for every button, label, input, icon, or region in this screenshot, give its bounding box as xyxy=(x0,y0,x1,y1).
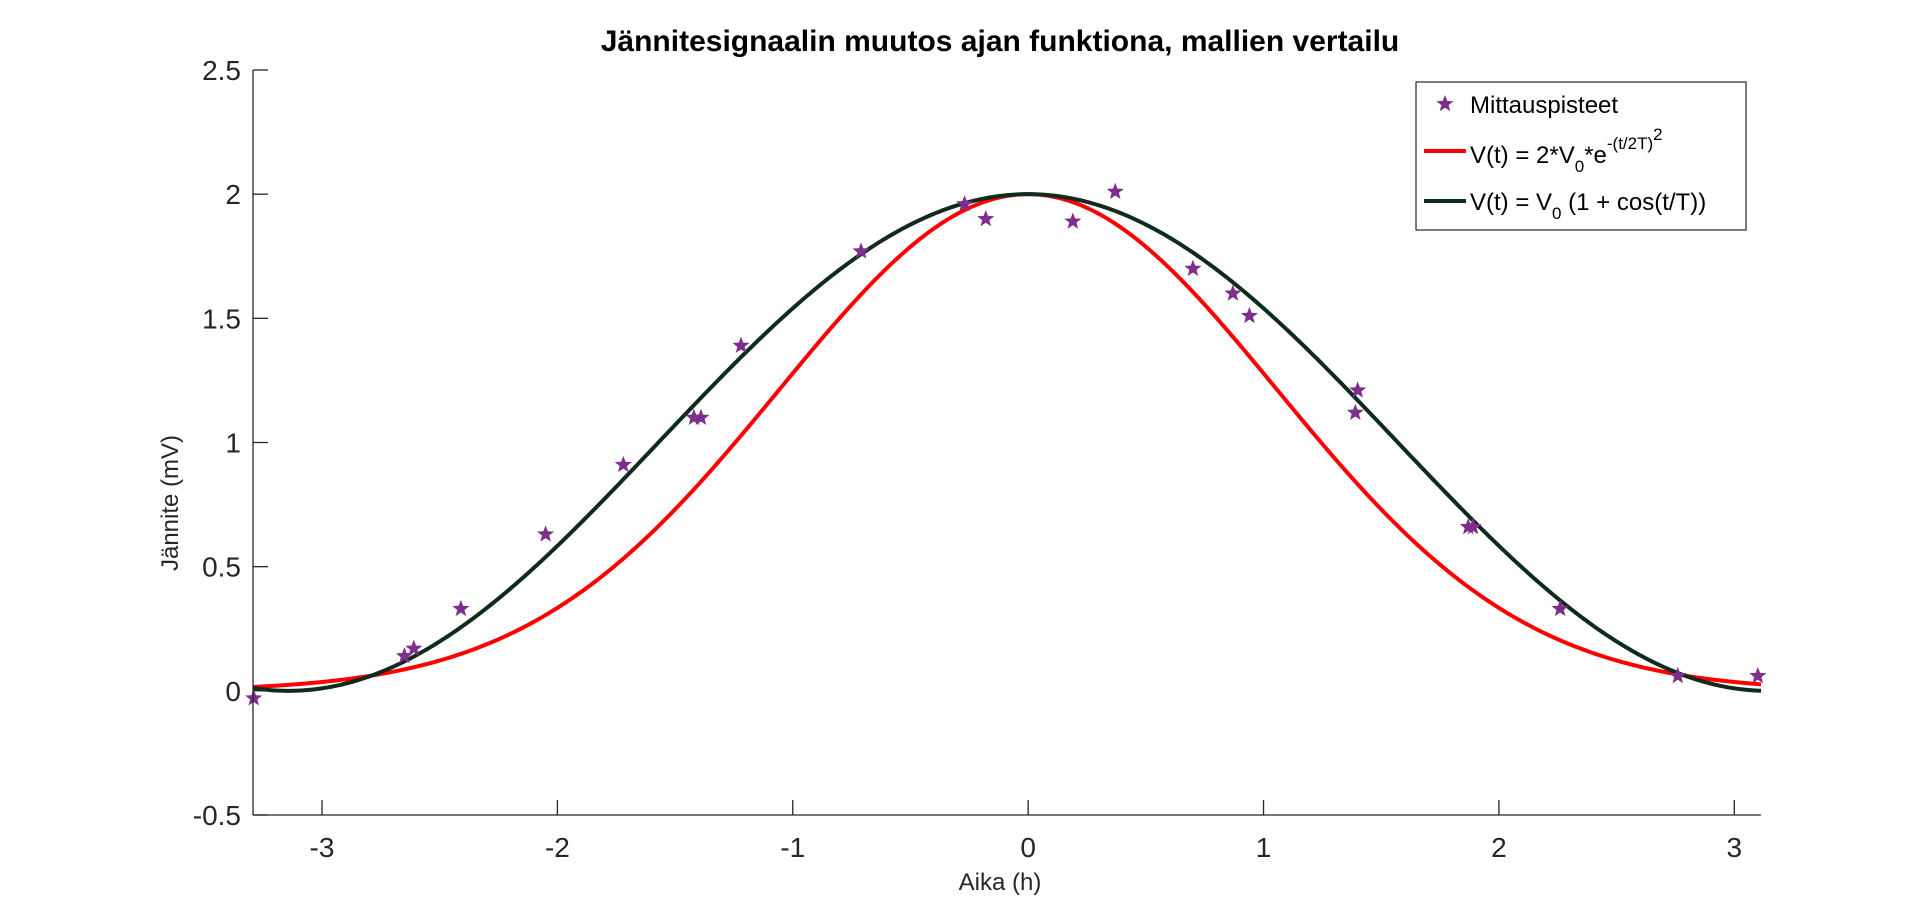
x-axis-label: Aika (h) xyxy=(959,869,1042,896)
measurement-point xyxy=(1064,212,1082,229)
y-tick-label: 1 xyxy=(225,428,241,459)
measurement-point xyxy=(1464,517,1482,535)
y-tick-label: -0.5 xyxy=(193,800,241,831)
measurement-point xyxy=(692,408,710,425)
x-tick-label: -2 xyxy=(545,832,570,863)
measurement-point xyxy=(395,647,413,664)
x-tick-label: -3 xyxy=(310,832,335,863)
x-axis: -3 -2 -1 0 1 2 3 xyxy=(310,800,1742,863)
measurement-point xyxy=(405,639,423,656)
measurement-point xyxy=(732,336,750,353)
y-axis-label: Jännite (mV) xyxy=(157,435,184,571)
legend-entry-cos: V(t) = V0 (1 + cos(t/T)) xyxy=(1470,189,1706,223)
x-tick-label: -1 xyxy=(780,832,805,863)
model-curves xyxy=(252,192,1762,693)
measurement-point xyxy=(1669,666,1687,684)
chart-title: Jännitesignaalin muutos ajan funktiona, … xyxy=(601,25,1400,58)
x-tick-label: 2 xyxy=(1491,832,1507,863)
x-tick-label: 1 xyxy=(1256,832,1272,863)
legend-box xyxy=(1415,81,1747,231)
legend: Mittauspisteet V(t) = 2*V0*e-(t/2T)2 V(t… xyxy=(1415,81,1747,231)
measurement-point xyxy=(1346,403,1364,420)
measurement-point xyxy=(1349,381,1367,398)
measurement-point xyxy=(685,408,703,425)
measurement-point xyxy=(956,195,974,212)
measurement-point xyxy=(1106,182,1124,199)
measurement-point xyxy=(1749,666,1767,684)
y-tick-label: 2.5 xyxy=(202,55,241,86)
measurement-point xyxy=(245,689,263,706)
measurement-point xyxy=(614,455,632,473)
measurement-markers xyxy=(245,182,1767,706)
y-tick-label: 0 xyxy=(225,676,241,707)
x-tick-label: 0 xyxy=(1020,832,1036,863)
axes: -3 -2 -1 0 1 2 3 -0.5 0 0.5 1 1.5 2 2.5 xyxy=(193,55,1761,863)
legend-marker-star-icon xyxy=(1436,95,1454,112)
measurement-point xyxy=(1184,259,1202,276)
y-tick-label: 1.5 xyxy=(202,303,241,334)
measurement-point xyxy=(852,242,870,259)
cos-model-curve xyxy=(252,192,1762,693)
legend-entry-gauss: V(t) = 2*V0*e-(t/2T)2 xyxy=(1470,125,1663,176)
measurement-point xyxy=(452,599,470,617)
measurement-point xyxy=(977,210,995,227)
y-tick-label: 0.5 xyxy=(202,552,241,583)
legend-entry-measurements: Mittauspisteet xyxy=(1470,92,1618,119)
measurement-point xyxy=(1551,599,1569,617)
measurement-point xyxy=(1224,284,1242,301)
x-tick-label: 3 xyxy=(1726,832,1742,863)
y-tick-label: 2 xyxy=(225,179,241,210)
measurement-point xyxy=(537,525,555,542)
measurement-point xyxy=(1240,306,1258,324)
y-axis: -0.5 0 0.5 1 1.5 2 2.5 xyxy=(193,55,268,831)
